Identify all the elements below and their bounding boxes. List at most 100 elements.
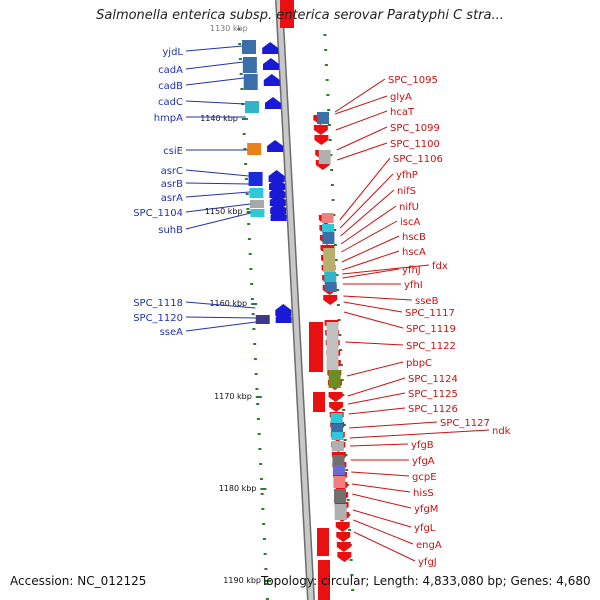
gene-label-right: ndk bbox=[492, 426, 511, 437]
ruler-tick-left bbox=[239, 73, 243, 75]
ruler-tick-left bbox=[261, 508, 265, 510]
leader-line-right bbox=[350, 443, 409, 447]
left-gene-arrow bbox=[270, 209, 287, 221]
left-gene-arrow bbox=[270, 202, 287, 214]
left-gene-arrow bbox=[275, 304, 292, 316]
left-gene-arrow bbox=[267, 140, 284, 152]
gene-label-left: asrC bbox=[161, 166, 183, 177]
right-gene-box bbox=[324, 272, 337, 282]
ruler-tick-left bbox=[238, 43, 242, 45]
right-gene-box bbox=[331, 441, 344, 451]
leader-line-right bbox=[342, 264, 430, 275]
leader-line-right bbox=[348, 407, 406, 415]
gene-label-right: yfgL bbox=[414, 523, 436, 534]
right-gene-box bbox=[332, 465, 345, 475]
topology-text: Topology: circular; Length: 4,833,080 bp… bbox=[261, 574, 591, 588]
ruler-tick-left bbox=[242, 133, 246, 135]
right-gene-box bbox=[331, 424, 344, 432]
ruler-tick-right bbox=[343, 439, 347, 441]
left-gene-arrow bbox=[263, 74, 280, 86]
leader-line-right bbox=[348, 392, 406, 405]
ruler-tick-right bbox=[328, 139, 332, 141]
leader-line-left bbox=[185, 203, 251, 213]
backbone bbox=[276, 0, 314, 600]
gene-label-right: SPC_1124 bbox=[408, 374, 458, 385]
leader-line-left bbox=[185, 301, 256, 309]
ruler-tick-left bbox=[258, 448, 262, 450]
kbp-mark-label: 1170 kbp bbox=[214, 392, 252, 401]
left-gene-arrow bbox=[262, 42, 279, 54]
right-gene-arrow bbox=[323, 295, 338, 305]
leader-line-right bbox=[341, 235, 400, 263]
ruler-tick-right bbox=[345, 469, 349, 471]
gene-label-right: SPC_1125 bbox=[408, 389, 458, 400]
gene-label-right: pbpC bbox=[406, 358, 432, 369]
ruler-tick-right bbox=[327, 109, 331, 111]
leader-line-left bbox=[185, 61, 244, 70]
leader-line-right bbox=[343, 311, 404, 329]
left-gene-box bbox=[250, 200, 264, 208]
gene-label-right: yfgM bbox=[414, 504, 438, 515]
ruler-tick-right bbox=[335, 274, 339, 276]
right-gene-box bbox=[330, 413, 343, 423]
leader-line-right bbox=[346, 361, 404, 377]
ruler-tick-left bbox=[259, 478, 263, 480]
gene-label-right: engA bbox=[416, 540, 442, 551]
gene-label-right: yfhP bbox=[396, 170, 418, 181]
right-gene-long bbox=[313, 392, 325, 412]
right-gene-arrow bbox=[337, 552, 352, 562]
leader-line-right bbox=[337, 142, 388, 161]
ruler-tick-right bbox=[338, 334, 342, 336]
ruler-tick-left bbox=[256, 418, 260, 420]
left-gene-box bbox=[243, 74, 258, 90]
kbp-mark-label: 1160 kbp bbox=[209, 299, 247, 308]
leader-line-right bbox=[341, 220, 398, 253]
leader-line-right bbox=[339, 173, 394, 229]
gene-label-left: asrA bbox=[161, 193, 183, 204]
kbp-mark-tick bbox=[246, 211, 253, 213]
right-gene-box bbox=[332, 455, 345, 465]
leader-line-right bbox=[352, 509, 412, 528]
gene-label-left: csiE bbox=[163, 146, 183, 157]
ruler-tick-right bbox=[336, 304, 340, 306]
gene-label-right: SPC_1106 bbox=[393, 154, 443, 165]
gene-label-right: SPC_1119 bbox=[406, 324, 456, 335]
leader-line-left bbox=[185, 169, 249, 177]
ruler-tick-right bbox=[344, 454, 348, 456]
gene-label-left: hmpA bbox=[154, 113, 183, 124]
leader-line-right bbox=[340, 205, 397, 245]
ruler-tick-right bbox=[337, 319, 341, 321]
gene-label-right: SPC_1117 bbox=[405, 308, 455, 319]
gene-label-right: hscB bbox=[402, 232, 426, 243]
leader-line-right bbox=[353, 531, 416, 562]
kbp-mark-label: 1190 kbp bbox=[223, 576, 261, 585]
ruler-tick-right bbox=[346, 499, 350, 501]
ruler-tick-right bbox=[324, 49, 328, 51]
ruler-tick-right bbox=[339, 364, 343, 366]
ruler-tick-left bbox=[265, 598, 269, 600]
gene-label-left: sseA bbox=[160, 327, 184, 338]
ruler-tick-left bbox=[256, 403, 260, 405]
leader-line-right bbox=[341, 250, 400, 271]
ruler-tick-left bbox=[247, 223, 251, 225]
ruler-tick-left bbox=[253, 358, 257, 360]
right-gene-box bbox=[333, 476, 346, 488]
leader-line-right bbox=[336, 126, 388, 151]
gene-label-right: nifU bbox=[399, 202, 419, 213]
left-gene-arrow bbox=[269, 186, 286, 198]
right-gene-box bbox=[322, 232, 335, 244]
ruler-tick-right bbox=[325, 79, 329, 81]
right-gene-arrow bbox=[328, 392, 343, 402]
leader-line-right bbox=[351, 471, 410, 477]
leader-line-left bbox=[185, 316, 256, 319]
leader-line-left bbox=[185, 212, 251, 230]
right-gene-long bbox=[317, 528, 329, 556]
ruler-tick-right bbox=[342, 424, 346, 426]
left-gene-box bbox=[255, 315, 270, 324]
gene-label-right: hcaT bbox=[390, 107, 415, 118]
ruler-tick-left bbox=[247, 238, 251, 240]
right-gene-arrow bbox=[313, 125, 328, 135]
right-gene-box bbox=[318, 150, 331, 164]
ruler-tick-left bbox=[245, 193, 249, 195]
